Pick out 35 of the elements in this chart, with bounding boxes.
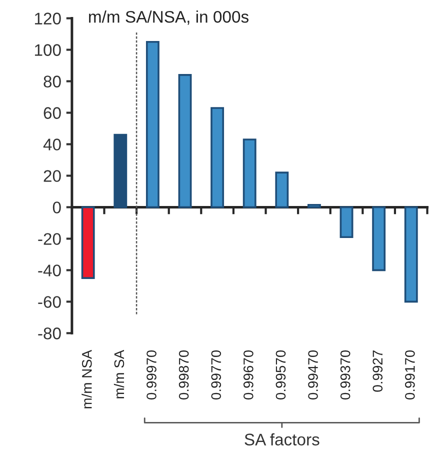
- bar: [372, 206, 386, 272]
- y-tick-label: 60: [44, 107, 61, 119]
- bar: [81, 206, 95, 279]
- x-tick-label: 0.99470: [308, 350, 318, 400]
- bar: [178, 74, 192, 208]
- bar: [340, 206, 354, 238]
- y-tick-label: 40: [43, 138, 61, 150]
- y-tick-label: 0: [52, 202, 61, 214]
- y-tick-label: 20: [44, 170, 61, 182]
- x-tick-label: 0.9927: [372, 350, 383, 392]
- x-tick-label: 0.99870: [178, 350, 189, 400]
- bar: [275, 172, 289, 208]
- bar: [146, 40, 160, 208]
- chart-title: m/m SA/NSA, in 000s: [89, 10, 248, 25]
- x-tick-label: 0.99970: [146, 350, 156, 400]
- y-tick-label: -60: [38, 296, 61, 308]
- x-tick-label: 0.99770: [211, 350, 222, 400]
- x-tick-label: 0.99370: [340, 350, 350, 400]
- x-tick-label: 0.99570: [276, 350, 286, 400]
- x-tick-label: m/m SA: [114, 350, 124, 398]
- bar: [308, 204, 321, 208]
- y-tick-label: 100: [34, 44, 61, 56]
- bar: [404, 206, 418, 303]
- text: SA factors: [244, 433, 320, 446]
- x-tick-label: 0.99670: [244, 350, 254, 400]
- y-tick-label: -40: [38, 264, 61, 276]
- bar: [242, 138, 256, 208]
- y-tick-label: 120: [34, 12, 61, 24]
- x-tick-label: 0.99170: [405, 350, 415, 400]
- y-tick-label: -20: [38, 233, 61, 245]
- y-tick-label: 80: [44, 76, 61, 88]
- bar: [114, 134, 128, 208]
- y-tick-label: -80: [38, 328, 61, 340]
- bar: [210, 107, 224, 208]
- x-tick-label: m/m NSA: [82, 350, 92, 408]
